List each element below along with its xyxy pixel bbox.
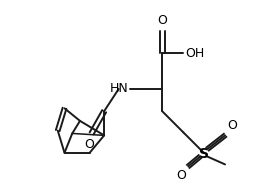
- Text: HN: HN: [110, 82, 128, 95]
- Text: O: O: [227, 119, 237, 132]
- Text: O: O: [85, 138, 95, 151]
- Text: OH: OH: [185, 47, 205, 60]
- Text: O: O: [157, 14, 167, 27]
- Text: O: O: [176, 169, 186, 182]
- Text: S: S: [199, 147, 209, 161]
